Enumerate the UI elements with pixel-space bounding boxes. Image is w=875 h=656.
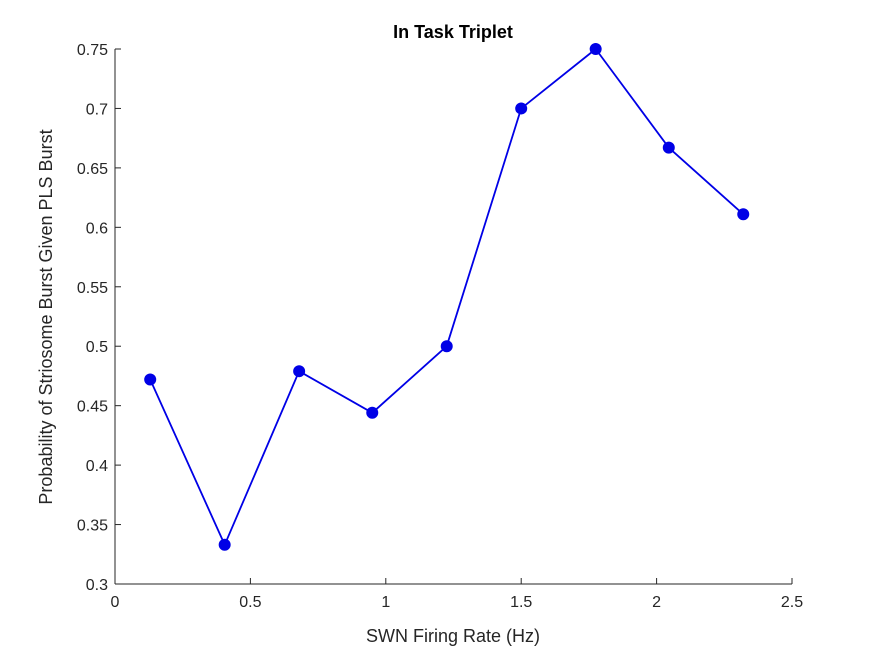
data-point bbox=[366, 406, 379, 419]
data-point bbox=[293, 365, 306, 378]
chart-title: In Task Triplet bbox=[393, 22, 513, 42]
y-tick-label: 0.6 bbox=[86, 220, 108, 237]
x-tick-label: 1.5 bbox=[510, 594, 532, 611]
x-tick-label: 0.5 bbox=[239, 594, 261, 611]
data-point bbox=[440, 340, 453, 353]
y-tick-label: 0.35 bbox=[77, 518, 108, 535]
data-point bbox=[662, 141, 675, 154]
data-point bbox=[218, 538, 231, 551]
y-tick-label: 0.75 bbox=[77, 42, 108, 59]
y-axis-ticks: 0.3 0.35 0.4 0.45 0.5 0.55 0.6 0.65 0.7 0.75 bbox=[77, 42, 121, 594]
x-axis-ticks: 0 0.5 1 1.5 2 2.5 bbox=[111, 578, 803, 611]
x-tick-label: 2 bbox=[652, 594, 661, 611]
series-layer bbox=[144, 43, 750, 551]
data-point bbox=[144, 373, 157, 386]
data-point bbox=[737, 208, 750, 221]
y-tick-label: 0.45 bbox=[77, 399, 108, 416]
data-point bbox=[589, 43, 602, 55]
y-axis-label: Probability of Striosome Burst Given PLS… bbox=[36, 129, 56, 504]
y-tick-label: 0.55 bbox=[77, 280, 108, 297]
plot-area bbox=[114, 49, 792, 585]
y-tick-label: 0.65 bbox=[77, 161, 108, 178]
data-point bbox=[515, 102, 528, 115]
y-tick-label: 0.4 bbox=[86, 458, 108, 475]
x-tick-label: 2.5 bbox=[781, 594, 803, 611]
y-tick-label: 0.7 bbox=[86, 101, 108, 118]
y-tick-label: 0.3 bbox=[86, 577, 108, 594]
y-tick-label: 0.5 bbox=[86, 339, 108, 356]
x-tick-label: 0 bbox=[111, 594, 120, 611]
x-tick-label: 1 bbox=[381, 594, 390, 611]
x-axis-label: SWN Firing Rate (Hz) bbox=[366, 626, 540, 646]
